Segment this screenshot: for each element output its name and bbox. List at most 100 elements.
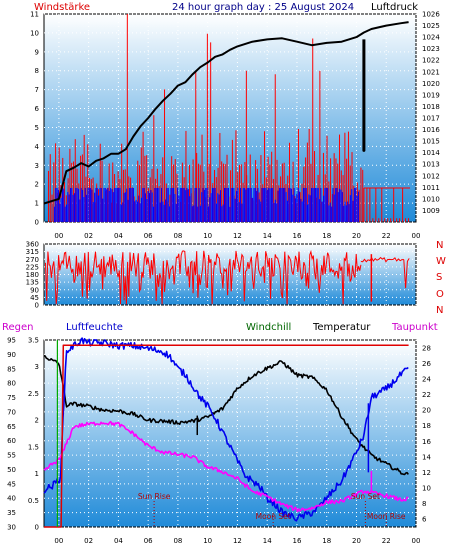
direction-tick-label: 315 [26,248,39,256]
wind-tick-label: 8 [35,67,39,75]
x-tick-label: 04 [114,537,123,545]
direction-tick-label: 360 [26,241,39,249]
temperature-tick-label: 14 [422,453,431,461]
wind-tick-label: 11 [30,11,39,19]
pressure-tick-label: 1025 [422,22,440,30]
humidity-tick-label: 85 [7,365,16,373]
humidity-tick-label: 70 [7,408,16,416]
humidity-tick-label: 50 [7,466,16,474]
x-tick-label: 00 [54,537,63,545]
x-tick-label: 20 [352,537,361,545]
event-label: Sun Rise [138,492,171,501]
pressure-line [43,21,409,205]
humidity-tick-label: 75 [7,394,16,402]
temperature-tick-label: 24 [422,375,431,383]
pressure-tick-label: 1009 [422,207,440,215]
wind-tick-label: 0 [35,219,39,227]
temperature-line [43,354,409,476]
x-tick-label: 14 [263,537,272,545]
direction-tick-label: 270 [26,256,39,264]
temperature-tick-label: 26 [422,360,431,368]
direction-letter-s: S [436,272,442,283]
wind-tick-label: 6 [35,105,40,113]
temperature-tick-label: 12 [422,469,431,477]
x-tick-label: 22 [382,537,391,545]
direction-letter-w: W [436,256,446,267]
wind-tick-label: 1 [35,200,39,208]
rain-tick-label: 0 [35,524,39,532]
event-label: Moon Rise [367,512,406,521]
temperature-axis-title: Temperatur [312,322,371,333]
x-tick-label: 02 [84,232,93,240]
x-tick-label: 22 [382,232,391,240]
x-tick-label: 16 [292,232,301,240]
x-tick-label: 18 [322,232,331,240]
pressure-tick-label: 1012 [422,172,440,180]
wind-direction-line [45,249,362,305]
rain-tick-label: 2 [35,417,39,425]
pressure-tick-label: 1019 [422,91,440,99]
pressure-axis-title: Luftdruck [371,2,418,13]
x-tick-label: 08 [173,537,182,545]
humidity-temperature-panel: 30 35 40 45 50 55 60 65 70 75 80 85 90 95 0 0.5 1 1.5 2 2.5… [7,337,431,546]
rain-tick-label: 3 [35,363,39,371]
pressure-tick-label: 1016 [422,126,440,134]
pressure-tick-label: 1022 [422,57,440,65]
chart-title: 24 hour graph day : 25 August 2024 [172,2,354,13]
x-tick-label: 00 [54,232,63,240]
x-tick-label: 10 [203,232,212,240]
pressure-tick-label: 1017 [422,115,440,123]
humidity-tick-label: 40 [7,495,16,503]
x-tick-label: 04 [114,232,123,240]
pressure-tick-label: 1020 [422,80,440,88]
rain-axis-title: Regen [2,322,34,333]
dewpoint-line [43,420,409,513]
dewpoint-legend: Taupunkt [391,322,438,333]
event-label: Moon Set [256,512,291,521]
temperature-tick-label: 22 [422,391,431,399]
rain-tick-label: 1.5 [28,443,39,451]
temperature-tick-label: 18 [422,422,431,430]
x-tick-label: 00 [412,232,421,240]
x-tick-label: 00 [412,537,421,545]
humidity-tick-label: 90 [7,351,16,359]
rain-tick-label: 0.5 [28,497,39,505]
direction-letter-o: O [436,289,444,300]
x-tick-label: 02 [84,537,93,545]
x-tick-label: 06 [144,232,153,240]
rain-tick-label: 2.5 [28,390,39,398]
temperature-tick-label: 20 [422,407,431,415]
pressure-tick-label: 1014 [422,149,440,157]
temperature-tick-label: 10 [422,485,431,493]
humidity-tick-label: 35 [7,509,16,517]
pressure-tick-label: 1011 [422,184,440,192]
rain-tick-label: 3.5 [28,337,39,345]
pressure-tick-label: 1026 [422,11,440,19]
wind-tick-label: 2 [35,181,39,189]
temperature-tick-label: 6 [422,516,427,524]
humidity-tick-label: 80 [7,380,16,388]
direction-letter-n-top: N [436,240,443,251]
pressure-tick-label: 1023 [422,45,440,53]
pressure-tick-label: 1021 [422,68,440,76]
wind-tick-label: 9 [35,48,39,56]
wind-tick-label: 7 [35,86,39,94]
direction-tick-label: 0 [35,302,39,310]
x-tick-label: 10 [203,537,212,545]
x-tick-label: 18 [322,537,331,545]
wind-axis-title: Windstärke [34,2,90,13]
pressure-tick-label: 1018 [422,103,440,111]
x-tick-label: 20 [352,232,361,240]
x-tick-label: 06 [144,537,153,545]
x-tick-label: 16 [292,537,301,545]
humidity-tick-label: 65 [7,423,16,431]
wind-direction-line [360,256,410,289]
humidity-line [43,337,409,522]
wind-tick-label: 4 [35,143,40,151]
humidity-tick-label: 45 [7,480,16,488]
wind-tick-label: 3 [35,162,39,170]
pressure-tick-label: 1024 [422,34,440,42]
direction-tick-label: 225 [26,263,39,271]
x-tick-label: 14 [263,232,272,240]
